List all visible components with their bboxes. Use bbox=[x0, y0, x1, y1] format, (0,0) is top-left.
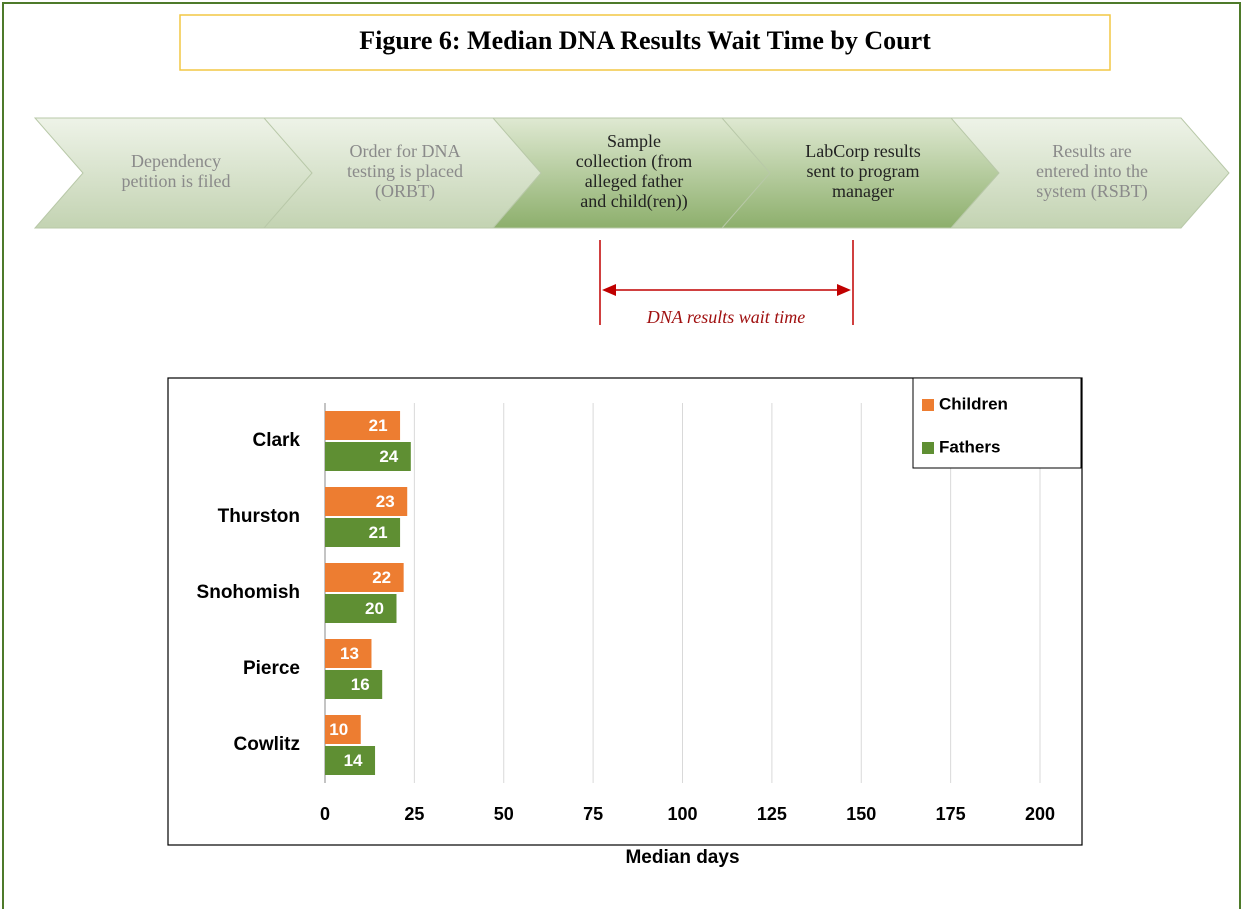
x-tick-label: 25 bbox=[404, 804, 424, 824]
y-tick-label: Pierce bbox=[243, 658, 300, 679]
x-tick-label: 75 bbox=[583, 804, 603, 824]
legend-swatch bbox=[922, 442, 934, 454]
y-tick-label: Snohomish bbox=[197, 582, 300, 603]
x-tick-label: 200 bbox=[1025, 804, 1055, 824]
x-tick-label: 0 bbox=[320, 804, 330, 824]
y-tick-label: Cowlitz bbox=[234, 734, 301, 755]
step-label: petition is filed bbox=[122, 171, 231, 191]
bar bbox=[325, 594, 397, 623]
legend-box bbox=[912, 377, 1082, 469]
step-label: collection (from bbox=[576, 151, 692, 172]
value-label: 21 bbox=[369, 523, 388, 542]
step-label: testing is placed bbox=[347, 161, 463, 181]
step-label: alleged father bbox=[585, 171, 683, 191]
bar bbox=[325, 670, 383, 699]
step-label: Sample bbox=[607, 131, 661, 151]
step-label: and child(ren)) bbox=[580, 191, 687, 212]
x-axis-title: Median days bbox=[625, 847, 739, 868]
x-tick-label: 175 bbox=[936, 804, 966, 824]
bar bbox=[325, 487, 408, 516]
bar bbox=[325, 639, 372, 668]
bar bbox=[325, 715, 361, 744]
step-label: system (RSBT) bbox=[1036, 181, 1148, 202]
step-label: entered into the bbox=[1036, 161, 1148, 181]
x-tick-label: 100 bbox=[667, 804, 697, 824]
legend-label: Children bbox=[939, 394, 1008, 413]
chart: 0 25 50 75 100 125 150 175 200 Median days Clark 21… bbox=[197, 377, 1082, 868]
y-tick-label: Thurston bbox=[218, 506, 300, 527]
value-label: 20 bbox=[365, 599, 384, 618]
bar bbox=[325, 563, 404, 592]
x-tick-label: 150 bbox=[846, 804, 876, 824]
legend-label: Fathers bbox=[939, 437, 1000, 456]
bar bbox=[325, 411, 401, 440]
x-tick-label: 50 bbox=[494, 804, 514, 824]
value-label: 10 bbox=[329, 720, 348, 739]
figure-title: Figure 6: Median DNA Results Wait Time b… bbox=[359, 26, 931, 55]
value-label: 14 bbox=[344, 751, 363, 770]
title-box bbox=[179, 14, 1111, 71]
step-label: Dependency bbox=[131, 151, 221, 171]
value-label: 22 bbox=[372, 568, 391, 587]
legend-swatch bbox=[922, 399, 934, 411]
wait-label: DNA results wait time bbox=[646, 307, 806, 327]
bar bbox=[325, 518, 401, 547]
x-tick-label: 125 bbox=[757, 804, 787, 824]
value-label: 21 bbox=[369, 416, 388, 435]
process-step bbox=[949, 117, 1230, 229]
bar bbox=[325, 746, 376, 775]
step-label: manager bbox=[832, 181, 894, 201]
step-label: sent to program bbox=[807, 161, 920, 181]
value-label: 13 bbox=[340, 644, 359, 663]
step-label: LabCorp results bbox=[805, 141, 920, 161]
value-label: 23 bbox=[376, 492, 395, 511]
step-label: Order for DNA bbox=[350, 141, 461, 161]
y-tick-label: Clark bbox=[252, 430, 300, 451]
value-label: 16 bbox=[351, 675, 370, 694]
bar bbox=[325, 442, 411, 471]
value-label: 24 bbox=[379, 447, 398, 466]
step-label: Results are bbox=[1052, 141, 1131, 161]
step-label: (ORBT) bbox=[375, 181, 435, 202]
